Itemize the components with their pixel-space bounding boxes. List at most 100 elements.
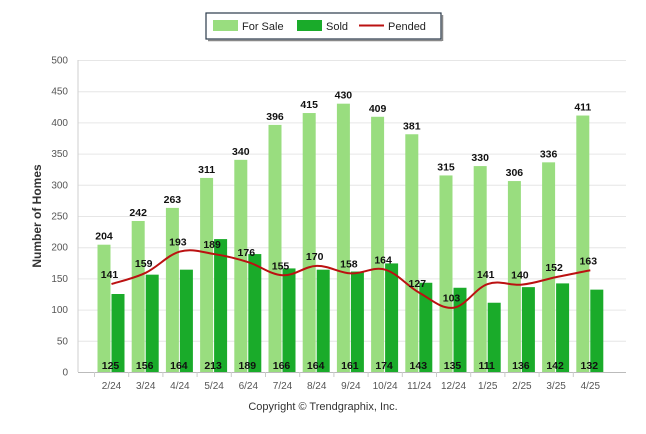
bar-for-sale [131,220,145,372]
y-tick-label: 350 [51,149,68,160]
bar-sold [521,287,535,372]
label-sold: 189 [239,360,257,372]
y-tick-label: 0 [62,368,68,379]
bar-for-sale [234,159,248,372]
y-tick-label: 200 [51,243,68,254]
label-for-sale: 411 [574,102,591,114]
label-pended: 193 [169,237,187,249]
legend-label-sold: Sold [326,21,348,33]
bar-for-sale [439,175,453,372]
bar-for-sale [405,134,419,372]
label-sold: 135 [444,360,462,372]
bar-for-sale [371,116,385,372]
x-tick-label: 7/24 [273,381,293,392]
label-pended: 189 [203,239,221,251]
label-pended: 152 [545,262,563,274]
bar-sold [214,239,228,372]
legend-box [205,12,442,40]
pended-line [111,249,591,309]
y-tick-label: 250 [51,212,68,223]
label-pended: 164 [374,255,392,267]
x-tick-label: 12/24 [441,381,466,392]
label-sold: 161 [341,360,359,372]
label-sold: 132 [581,360,599,372]
legend-swatch-sold [297,20,322,31]
y-tick-label: 150 [51,274,68,285]
label-for-sale: 415 [300,99,318,111]
legend-label-for-sale: For Sale [242,21,284,33]
bar-sold [556,283,570,372]
bar-sold [179,269,193,372]
y-tick-label: 450 [51,87,68,98]
label-pended: 141 [101,269,119,281]
bar-for-sale [473,166,487,372]
label-for-sale: 315 [437,161,455,173]
bar-for-sale [200,177,214,372]
x-tick-label: 4/24 [170,381,190,392]
x-axis: 2/24 3/24 4/24 5/24 6/24 7/24 8/24 9/24 10/24 11/… [78,372,626,392]
x-tick-label: 8/24 [307,381,327,392]
x-tick-label: 3/24 [136,381,156,392]
x-tick-label: 5/24 [204,381,224,392]
bar-for-sale [165,207,179,372]
label-sold: 164 [170,360,188,372]
y-tick-label: 300 [51,180,68,191]
label-pended: 159 [135,258,153,270]
bar-sold [145,274,159,372]
label-for-sale: 204 [95,231,113,243]
legend-swatch-for-sale [213,20,238,31]
label-pended: 141 [477,269,495,281]
legend: For Sale Sold Pended [205,12,444,42]
y-tick-label: 50 [57,336,69,347]
bar-for-sale [336,103,350,373]
label-pended: 127 [409,278,427,290]
bar-for-sale [542,162,556,372]
label-pended: 163 [580,255,598,267]
label-sold: 142 [546,360,564,372]
x-tick-label: 1/25 [478,381,498,392]
bar-sold [487,302,501,372]
label-sold: 166 [273,360,291,372]
label-sold: 136 [512,360,530,372]
label-sold: 125 [102,360,120,372]
bar-for-sale [507,181,521,372]
label-pended: 176 [238,247,256,259]
label-for-sale: 409 [369,103,387,115]
label-for-sale: 242 [129,207,147,219]
label-for-sale: 263 [164,194,182,206]
label-sold: 143 [410,360,428,372]
label-pended: 103 [443,293,461,305]
bar-sold [111,294,125,372]
x-tick-label: 3/25 [546,381,566,392]
label-for-sale: 306 [506,167,524,179]
bar-sold [350,271,364,372]
y-tick-label: 500 [51,56,68,67]
bar-sold [316,269,330,372]
label-for-sale: 340 [232,146,250,158]
label-pended: 140 [511,270,529,282]
bar-sold [590,289,604,372]
label-pended: 155 [272,260,290,272]
label-for-sale: 396 [266,111,284,123]
x-tick-label: 6/24 [239,381,259,392]
label-pended: 170 [306,251,324,263]
y-tick-label: 100 [51,305,68,316]
label-for-sale: 336 [540,148,558,160]
x-tick-label: 2/25 [512,381,532,392]
bar-sold [248,254,262,372]
label-sold: 164 [307,360,325,372]
bars [97,103,604,373]
bar-sold [282,268,296,372]
x-tick-label: 4/25 [581,381,601,392]
y-axis: 0 50 100 150 200 250 300 350 400 450 500 [51,56,79,379]
label-for-sale: 330 [471,152,489,164]
bar-for-sale [268,124,282,372]
bar-sold [385,263,399,372]
x-tick-label: 10/24 [373,381,398,392]
label-sold: 111 [479,360,496,372]
bar-for-sale [302,113,316,372]
copyright-text: Copyright © Trendgraphix, Inc. [248,401,398,413]
label-sold: 156 [136,360,154,372]
y-axis-title: Number of Homes [30,164,44,268]
